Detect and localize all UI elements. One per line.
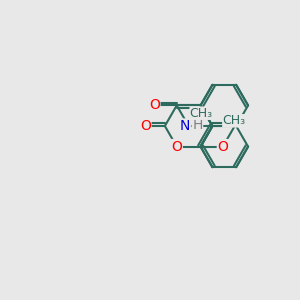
Text: CH₃: CH₃ [222,114,245,127]
Text: O: O [149,98,160,112]
Text: O: O [140,119,151,133]
Text: H: H [192,118,203,131]
Text: N: N [180,119,190,133]
Text: CH₃: CH₃ [190,107,213,120]
Text: O: O [171,140,182,154]
Text: O: O [218,140,228,154]
